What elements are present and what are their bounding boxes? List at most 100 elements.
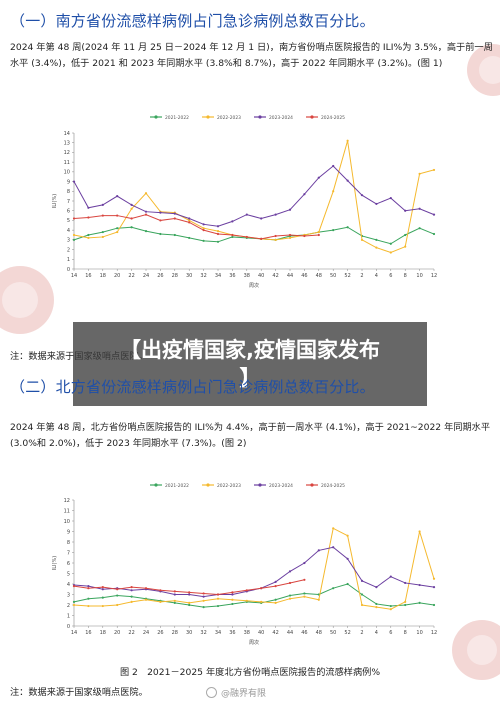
y-axis-label: ILI(%) <box>52 194 58 208</box>
data-point <box>130 217 133 220</box>
series-line-2 <box>73 165 435 227</box>
legend-marker-1 <box>206 483 210 487</box>
x-tick-label: 2 <box>360 273 363 279</box>
x-tick-label: 16 <box>85 630 91 636</box>
x-tick-label: 24 <box>143 273 149 279</box>
legend-label-3: 2024-2025 <box>321 115 345 121</box>
data-point <box>159 589 162 592</box>
data-point <box>360 579 364 582</box>
series-line-1 <box>73 140 435 254</box>
data-point <box>216 597 220 600</box>
data-point <box>332 229 335 232</box>
chart-2-svg: 2021-2022 2022-2023 2023-2024 2024-20250123… <box>52 483 437 646</box>
data-point <box>288 597 292 600</box>
data-point <box>188 221 191 224</box>
x-tick-label: 32 <box>200 273 206 279</box>
y-tick-label: 0 <box>67 267 70 273</box>
data-point <box>317 549 320 552</box>
y-tick-label: 0 <box>67 624 70 630</box>
x-tick-label: 38 <box>244 630 250 636</box>
data-point <box>274 234 277 238</box>
virus-decoration-top-right <box>467 44 500 96</box>
data-point <box>274 238 277 241</box>
y-tick-label: 4 <box>67 228 70 234</box>
x-tick-label: 10 <box>416 630 422 636</box>
data-point <box>418 530 421 533</box>
data-point <box>418 227 421 230</box>
data-point <box>404 600 407 603</box>
x-tick-label: 34 <box>215 630 221 636</box>
data-point <box>72 238 76 241</box>
x-tick-label: 50 <box>330 630 336 636</box>
data-point <box>188 236 191 240</box>
data-point <box>303 561 306 565</box>
data-point <box>274 213 277 216</box>
data-point <box>72 217 76 220</box>
data-point <box>216 225 220 228</box>
data-point <box>101 604 104 608</box>
x-tick-label: 4 <box>375 630 378 636</box>
data-point <box>360 238 364 241</box>
legend-label-2: 2023-2024 <box>269 115 293 121</box>
data-point <box>202 606 205 609</box>
x-tick-label: 20 <box>114 630 120 636</box>
title-overlay: 【出疫情国家,疫情国家发布 】 <box>73 322 427 406</box>
y-tick-label: 13 <box>64 141 70 147</box>
x-tick-label: 36 <box>229 630 235 636</box>
y-tick-label: 10 <box>64 170 70 176</box>
data-point <box>404 245 407 248</box>
data-point <box>87 216 90 219</box>
data-point <box>72 600 76 603</box>
data-point <box>173 599 176 602</box>
data-point <box>87 587 90 590</box>
data-point <box>116 227 119 230</box>
data-point <box>375 238 378 241</box>
data-point <box>418 172 421 175</box>
data-point <box>188 217 191 220</box>
data-point <box>231 593 234 596</box>
data-point <box>130 207 133 210</box>
data-point <box>346 179 349 182</box>
data-point <box>332 527 335 530</box>
x-axis-label: 周次 <box>249 282 259 289</box>
legend: 2021-2022 2022-2023 2023-2024 2024-2025 <box>150 115 345 121</box>
data-point <box>418 601 421 604</box>
data-point <box>274 601 277 604</box>
x-tick-label: 28 <box>172 630 178 636</box>
x-tick-label: 46 <box>301 273 307 279</box>
data-point <box>130 595 133 598</box>
legend-label-1: 2022-2023 <box>217 115 241 121</box>
x-tick-label: 42 <box>272 273 278 279</box>
y-tick-label: 9 <box>67 179 70 185</box>
x-axis-label: 周次 <box>249 639 259 646</box>
data-point <box>389 575 392 578</box>
data-point <box>87 236 90 240</box>
data-point <box>360 593 364 596</box>
data-point <box>231 591 234 594</box>
x-tick-label: 6 <box>389 273 392 279</box>
legend-label-2: 2023-2024 <box>269 483 293 489</box>
data-point <box>274 580 277 583</box>
series-line-0 <box>73 226 435 245</box>
x-tick-label: 20 <box>114 273 120 279</box>
y-tick-label: 1 <box>67 257 70 263</box>
data-point <box>303 193 306 196</box>
y-tick-label: 14 <box>64 131 70 137</box>
data-point <box>303 592 306 595</box>
data-point <box>375 586 378 589</box>
y-tick-label: 7 <box>67 550 70 556</box>
data-point <box>288 236 292 240</box>
data-point <box>432 232 436 236</box>
data-point <box>288 581 292 585</box>
data-point <box>202 239 205 242</box>
legend-marker-0 <box>154 115 158 119</box>
chart-1-svg: 2021-2022 2022-2023 2023-2024 2024-20250123… <box>52 115 437 289</box>
data-point <box>317 233 320 237</box>
data-point <box>332 587 335 590</box>
data-point <box>346 139 349 142</box>
y-tick-label: 1 <box>67 613 70 619</box>
data-point <box>144 587 148 590</box>
data-point <box>389 251 392 254</box>
data-point <box>317 230 320 234</box>
data-point <box>130 226 133 229</box>
